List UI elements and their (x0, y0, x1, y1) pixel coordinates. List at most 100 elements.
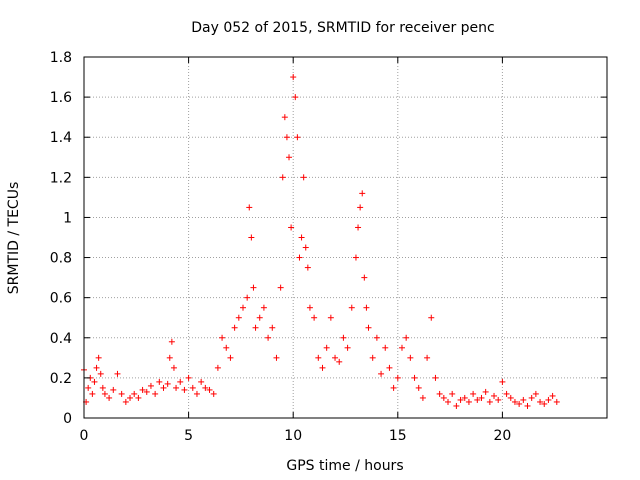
data-point (352, 254, 359, 261)
data-point (407, 354, 414, 361)
data-point (348, 304, 355, 311)
data-point (403, 334, 410, 341)
data-point (256, 314, 263, 321)
data-point (101, 390, 108, 397)
data-point (373, 334, 380, 341)
x-axis-label: GPS time / hours (286, 458, 403, 474)
data-point (89, 390, 96, 397)
data-point (269, 324, 276, 331)
data-point (520, 396, 527, 403)
data-point (185, 374, 192, 381)
y-tick-labels: 0 0.2 0.4 0.6 0.8 1 1.2 1.4 1.6 1.8 (50, 50, 72, 427)
data-point (219, 334, 226, 341)
data-point (306, 304, 313, 311)
x-tick-label: 5 (184, 428, 193, 444)
data-point (440, 394, 447, 401)
data-point (516, 400, 523, 407)
data-point (344, 344, 351, 351)
y-tick-label: 1.6 (50, 90, 72, 106)
data-point (465, 398, 472, 405)
data-point (549, 392, 556, 399)
y-tick-label: 0.4 (50, 331, 72, 347)
data-point (106, 394, 113, 401)
data-point (315, 354, 322, 361)
y-tick-label: 0 (63, 411, 72, 427)
y-tick-label: 0.6 (50, 291, 72, 307)
y-tick-label: 1.8 (50, 50, 72, 66)
plot-frame (83, 56, 608, 419)
data-point (363, 304, 370, 311)
data-point (340, 334, 347, 341)
data-point (528, 394, 535, 401)
data-point (181, 386, 188, 393)
data-point (292, 94, 299, 101)
x-tick-label: 10 (284, 428, 302, 444)
data-point (160, 384, 167, 391)
data-point (359, 190, 366, 197)
data-point (511, 398, 518, 405)
data-point (553, 398, 560, 405)
data-point (428, 314, 435, 321)
data-point (210, 390, 217, 397)
data-point (323, 344, 330, 351)
data-point (252, 324, 259, 331)
data-point (319, 364, 326, 371)
data-point (152, 390, 159, 397)
data-point (537, 398, 544, 405)
data-point (235, 314, 242, 321)
data-point (189, 384, 196, 391)
data-point (311, 314, 318, 321)
data-point (286, 154, 293, 161)
data-point (156, 378, 163, 385)
data-point (168, 338, 175, 345)
data-point (193, 390, 200, 397)
data-point (545, 396, 552, 403)
data-point (453, 402, 460, 409)
data-point (532, 390, 539, 397)
data-point (246, 204, 253, 211)
data-point (166, 354, 173, 361)
data-point (507, 394, 514, 401)
data-point (91, 378, 98, 385)
data-point (110, 386, 117, 393)
data-point (118, 390, 125, 397)
data-point (231, 324, 238, 331)
data-point (283, 134, 290, 141)
data-point (491, 392, 498, 399)
x-tick-labels: 0 5 10 15 20 (80, 428, 512, 444)
data-point (398, 344, 405, 351)
data-point (355, 224, 362, 231)
data-point (127, 394, 134, 401)
data-point (198, 378, 205, 385)
y-tick-label: 1.4 (50, 130, 72, 146)
data-point (294, 134, 301, 141)
data-point (457, 396, 464, 403)
data-point (524, 402, 531, 409)
data-point (250, 284, 257, 291)
data-point (202, 384, 209, 391)
data-point (369, 354, 376, 361)
data-point (114, 370, 121, 377)
data-point (304, 264, 311, 271)
data-point (302, 244, 309, 251)
y-tick-label: 0.2 (50, 371, 72, 387)
data-points (81, 74, 560, 409)
data-point (265, 334, 272, 341)
data-point (461, 394, 468, 401)
y-tick-label: 0.8 (50, 251, 72, 267)
y-axis-label: SRMTID / TECUs (6, 182, 22, 295)
data-point (486, 398, 493, 405)
data-point (382, 344, 389, 351)
data-point (277, 284, 284, 291)
data-point (173, 384, 180, 391)
data-point (177, 378, 184, 385)
data-point (394, 374, 401, 381)
x-tick-label: 0 (80, 428, 89, 444)
data-point (143, 388, 150, 395)
data-point (139, 386, 146, 393)
data-point (332, 354, 339, 361)
data-point (357, 204, 364, 211)
data-point (445, 398, 452, 405)
data-point (495, 396, 502, 403)
